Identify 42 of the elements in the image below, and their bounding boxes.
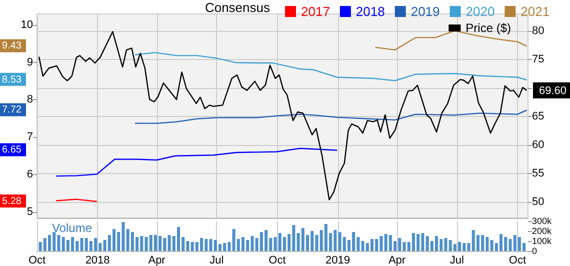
line-series [134, 110, 528, 124]
legend-label: 2018 [356, 4, 385, 19]
y3-tick-label: 300k [532, 216, 552, 226]
legend-label: Price ($) [466, 21, 512, 35]
y2-tick-label: 80 [532, 25, 544, 38]
text: 8.53 [2, 74, 22, 86]
x-tick-label: Jul [210, 254, 224, 266]
text: 9.43 [2, 40, 22, 52]
y2-tick-label: 75 [532, 54, 544, 66]
y2-tick-label: 55 [532, 168, 544, 180]
y-tick-label: 10 [20, 18, 33, 31]
text: 6.65 [2, 144, 22, 156]
x-tick-label: Oct [508, 254, 526, 266]
y-tick-label: 7 [26, 131, 33, 144]
x-tick-label: Jul [450, 254, 464, 266]
x-tick-label: Oct [28, 254, 46, 266]
legend-label: 2017 [301, 4, 330, 19]
line-series [55, 148, 338, 177]
x-tick-label: 2018 [85, 254, 110, 266]
y3-tick-label: 0 [532, 246, 538, 256]
x-tick-label: Apr [388, 254, 406, 266]
line-series [134, 52, 528, 82]
x-tick-label: Apr [148, 254, 166, 266]
data-label: 69.60 [539, 84, 567, 97]
y2-tick-label: 65 [532, 110, 544, 123]
y-tick-label: 6 [26, 168, 33, 181]
y-tick-label: 5 [26, 206, 33, 218]
y2-tick-label: 50 [532, 196, 544, 208]
y3-axis-title: Volume [52, 221, 92, 235]
x-tick-label: Oct [268, 254, 286, 266]
y2-tick-label: 60 [532, 139, 544, 152]
y-tick-label: 9 [26, 56, 33, 68]
x-tick-label: 2019 [326, 254, 350, 266]
legend-title: Consensus [204, 0, 270, 15]
text: 7.72 [2, 104, 22, 116]
legend-label: 2021 [520, 4, 550, 19]
text: 5.28 [2, 196, 22, 208]
y3-tick-label: 100k [532, 236, 552, 246]
legend-label: 2020 [466, 4, 495, 19]
y-tick-label: 8 [26, 94, 33, 106]
y3-tick-label: 200k [532, 226, 552, 236]
legend-label: 2019 [410, 4, 440, 19]
